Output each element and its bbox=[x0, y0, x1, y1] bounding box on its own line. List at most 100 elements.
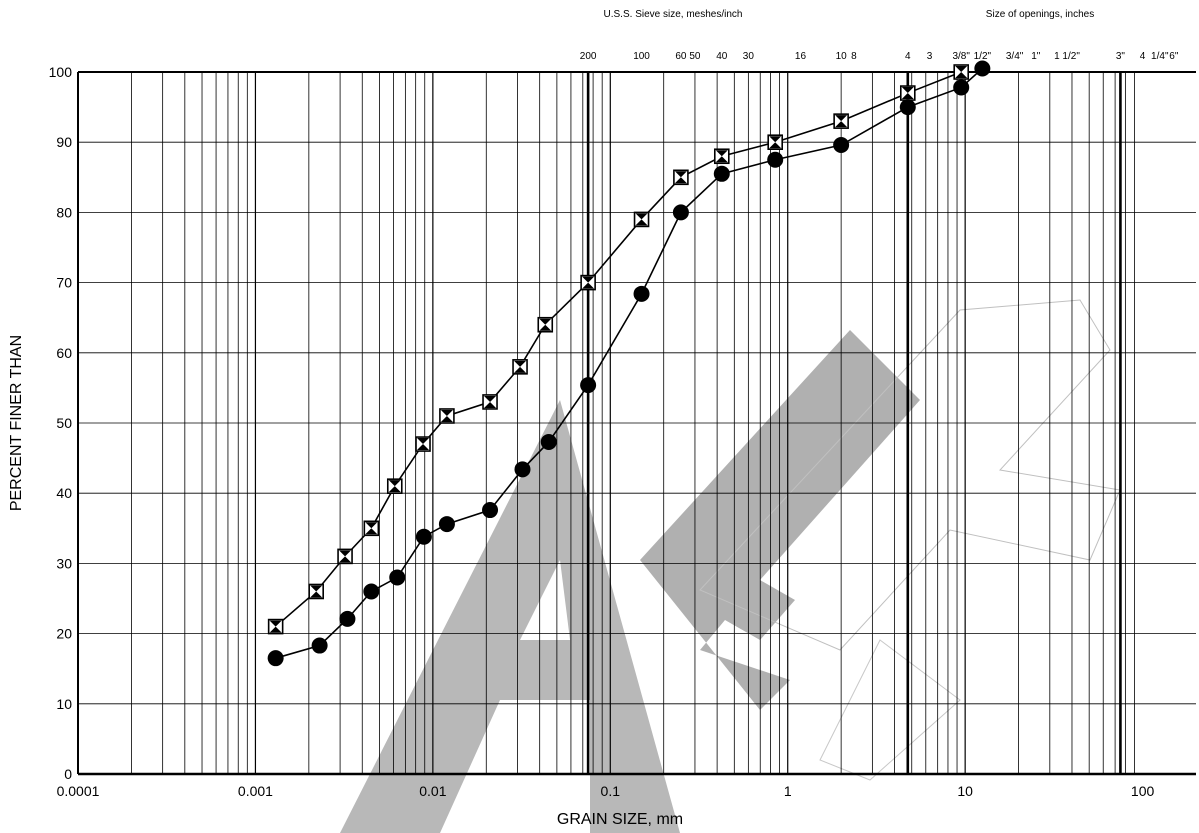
series-2-point bbox=[974, 60, 991, 77]
watermark-fragment bbox=[819, 639, 961, 781]
grid bbox=[77, 71, 1196, 775]
watermark-letter-outline bbox=[699, 299, 1121, 651]
series-1-point bbox=[267, 618, 284, 635]
point-hourglass bbox=[440, 409, 453, 422]
series-1-point bbox=[767, 134, 784, 150]
sieve-label: 10 bbox=[836, 51, 848, 62]
opening-label: 3" bbox=[1116, 51, 1126, 62]
sieve-label: 30 bbox=[743, 51, 755, 62]
series-1-point bbox=[673, 169, 689, 186]
point-hourglass bbox=[635, 213, 648, 226]
opening-label: 4 bbox=[1140, 51, 1146, 62]
point-hourglass bbox=[365, 522, 378, 535]
sieve-label: 40 bbox=[716, 51, 728, 62]
sieve-label: 16 bbox=[795, 51, 807, 62]
series-1-point bbox=[337, 548, 353, 565]
y-tick-label: 20 bbox=[56, 626, 72, 642]
point-hourglass bbox=[269, 620, 282, 633]
point-hourglass bbox=[769, 136, 782, 149]
series-1-point bbox=[512, 359, 528, 375]
data-series bbox=[267, 60, 991, 667]
point-hourglass bbox=[582, 276, 595, 289]
openings-axis-title: Size of openings, inches bbox=[986, 9, 1094, 20]
series-1-point bbox=[363, 520, 380, 537]
opening-label: 6" bbox=[1169, 51, 1179, 62]
series-1-point bbox=[953, 64, 970, 80]
series-2-point bbox=[580, 377, 597, 394]
series-2-point bbox=[311, 637, 328, 654]
series-1-point bbox=[415, 436, 431, 452]
series-2-point bbox=[415, 528, 432, 545]
sieve-label: 50 bbox=[689, 51, 701, 62]
x-tick-label: 100 bbox=[1131, 783, 1155, 799]
point-hourglass bbox=[417, 438, 430, 451]
point-hourglass bbox=[388, 480, 401, 493]
x-tick-label: 0.001 bbox=[238, 783, 273, 799]
sieve-label: 100 bbox=[633, 51, 650, 62]
axis-labels: U.S.S. Sieve size, meshes/inch Size of o… bbox=[8, 9, 1179, 828]
series-2-point bbox=[339, 610, 356, 627]
y-tick-label: 70 bbox=[56, 275, 72, 291]
y-tick-label: 0 bbox=[64, 766, 72, 782]
point-hourglass bbox=[514, 360, 527, 373]
series-1-point bbox=[713, 148, 730, 165]
y-tick-label: 10 bbox=[56, 696, 72, 712]
series-1-point bbox=[833, 113, 849, 129]
series-1-point bbox=[308, 583, 324, 600]
point-hourglass bbox=[484, 395, 497, 408]
x-tick-label: 0.01 bbox=[419, 783, 446, 799]
x-axis-title: GRAIN SIZE, mm bbox=[557, 811, 683, 828]
series-2-point bbox=[953, 79, 970, 96]
series-1-point bbox=[537, 316, 554, 333]
series-2-point bbox=[713, 165, 730, 182]
point-hourglass bbox=[674, 171, 687, 184]
series-2-point bbox=[767, 151, 784, 168]
sieve-label: 4 bbox=[905, 51, 911, 62]
y-tick-label: 60 bbox=[56, 345, 72, 361]
sieve-label: 8 bbox=[851, 51, 857, 62]
point-hourglass bbox=[339, 550, 352, 563]
sieve-label: 60 bbox=[675, 51, 687, 62]
opening-label: 3/4" bbox=[1006, 51, 1024, 62]
series-2-point bbox=[514, 461, 531, 478]
plot-frame bbox=[77, 71, 1196, 776]
series-2-point bbox=[540, 433, 557, 450]
series-1-point bbox=[482, 394, 498, 410]
y-tick-label: 40 bbox=[56, 485, 72, 501]
point-hourglass bbox=[715, 150, 728, 163]
opening-label: 1/4" bbox=[1151, 51, 1169, 62]
y-tick-label: 100 bbox=[49, 64, 73, 80]
series-2-point bbox=[672, 204, 689, 221]
point-hourglass bbox=[539, 318, 552, 331]
opening-label: 3/8" bbox=[952, 51, 970, 62]
sieve-label: 3 bbox=[927, 51, 933, 62]
opening-label: 1" bbox=[1031, 51, 1041, 62]
point-hourglass bbox=[901, 87, 914, 100]
watermark-letter-a bbox=[340, 400, 680, 833]
y-tick-label: 50 bbox=[56, 415, 72, 431]
x-tick-label: 10 bbox=[957, 783, 973, 799]
series-2-point bbox=[389, 569, 406, 586]
series-1-point bbox=[899, 85, 916, 101]
series-1-point bbox=[439, 408, 455, 424]
x-tick-label: 0.1 bbox=[601, 783, 621, 799]
series-1-point bbox=[633, 211, 650, 228]
sieve-axis-title: U.S.S. Sieve size, meshes/inch bbox=[604, 9, 743, 20]
opening-label: 1/2" bbox=[974, 51, 992, 62]
series-1-point bbox=[580, 274, 596, 291]
series-1-point bbox=[386, 478, 403, 494]
y-tick-label: 80 bbox=[56, 204, 72, 220]
draft-watermark bbox=[340, 299, 1121, 833]
x-tick-label: 0.0001 bbox=[57, 783, 100, 799]
series-2-point bbox=[833, 137, 850, 154]
series-2-point bbox=[633, 285, 650, 302]
y-tick-label: 90 bbox=[56, 134, 72, 150]
y-axis-title: PERCENT FINER THAN bbox=[8, 335, 25, 511]
x-tick-label: 1 bbox=[784, 783, 792, 799]
point-hourglass bbox=[310, 585, 323, 598]
series-2-point bbox=[363, 583, 380, 600]
sieve-label: 200 bbox=[580, 51, 597, 62]
opening-label: 1 1/2" bbox=[1054, 51, 1080, 62]
